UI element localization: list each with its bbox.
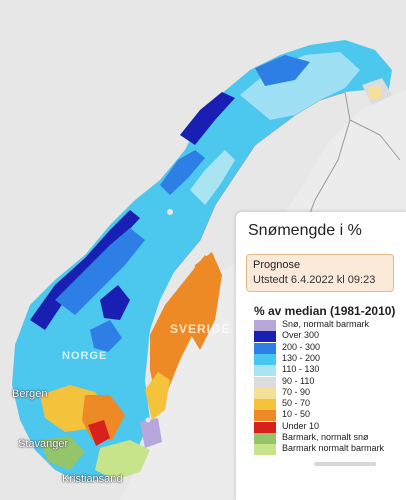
norway-land (12, 40, 392, 482)
legend-swatch (254, 376, 276, 388)
legend-swatch (254, 399, 276, 411)
legend-label: Barmark, normalt snø (282, 432, 369, 442)
legend-swatch (254, 387, 276, 399)
legend-swatch (254, 365, 276, 377)
place-label-kristiansand: Kristiansand (62, 473, 123, 485)
legend-label: 110 - 130 (282, 364, 320, 375)
prognosis-title: Prognose (253, 259, 301, 271)
legend-label: Barmark normalt barmark (282, 443, 385, 454)
finnmark-yellow (368, 86, 382, 100)
place-label-stavanger: Stavanger (18, 438, 69, 450)
central-blue-2 (90, 320, 122, 352)
legend-label: Snø, normalt barmark (282, 319, 370, 329)
central-blue (100, 285, 130, 320)
legend-swatch (254, 342, 276, 354)
legend-label: 70 - 90 (282, 386, 311, 397)
north-blue (255, 55, 310, 86)
lake (145, 417, 151, 423)
legend-swatch (254, 410, 276, 422)
inner-pale (190, 150, 235, 205)
legend-swatch (254, 331, 276, 343)
legend-swatch (254, 421, 276, 433)
prognosis-box[interactable]: Prognose Utstedt 6.4.2022 kl 09:23 (246, 254, 394, 292)
legend-label: 200 - 300 (282, 341, 321, 352)
south-green (95, 440, 150, 480)
south-green-dark (40, 436, 85, 470)
legend-label: 10 - 50 (282, 409, 311, 420)
sweden-orange (188, 252, 222, 350)
lake (167, 209, 173, 215)
legend-panel: Snømengde i % Prognose Utstedt 6.4.2022 … (236, 212, 406, 500)
panel-title: Snømengde i % (248, 222, 362, 239)
southwest-red (88, 420, 110, 446)
southwest-purple (140, 418, 162, 448)
panel-drag-handle[interactable] (314, 462, 376, 466)
prognosis-issued: Utstedt 6.4.2022 kl 09:23 (253, 274, 376, 286)
legend-label: Under 10 (282, 420, 320, 431)
legend-swatch (254, 353, 276, 365)
legend-label: 90 - 110 (282, 375, 315, 386)
east-yellow (145, 372, 170, 420)
legend-title: % av median (1981-2010) (254, 304, 396, 318)
legend-swatch (254, 444, 276, 456)
legend-swatch (254, 320, 276, 331)
country-label-sweden: SVERIGE (170, 322, 231, 336)
north-coast-blue (180, 92, 235, 145)
legend-label: 50 - 70 (282, 398, 311, 409)
country-label-norway: NORGE (62, 350, 108, 362)
north-pale (240, 52, 360, 120)
place-label-bergen: Bergen (12, 388, 48, 400)
legend-label: 130 - 200 (282, 352, 321, 363)
legend-label: Over 300 (282, 330, 320, 341)
coast-blue-mid (55, 228, 145, 315)
north-coast-blue-2 (160, 150, 205, 195)
legend-swatch (254, 433, 276, 444)
